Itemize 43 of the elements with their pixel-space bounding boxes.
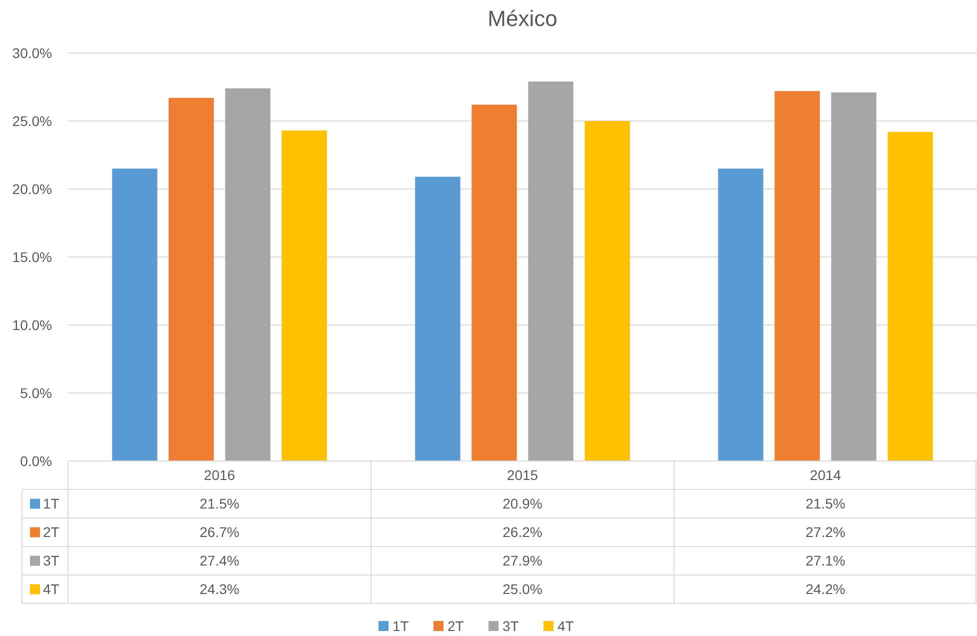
legend-label: 2T — [43, 524, 60, 540]
text: 4T — [43, 581, 60, 598]
data-label: 25.0% — [502, 581, 542, 598]
bar — [831, 92, 876, 461]
bar — [472, 104, 517, 461]
data-label: 26.2% — [502, 524, 542, 540]
bar — [415, 176, 460, 461]
y-tick-label: 15.0% — [12, 248, 52, 265]
chart-title: México — [488, 6, 558, 31]
legend-label: 4T — [558, 618, 574, 634]
bar — [282, 130, 327, 461]
data-label: 20.9% — [502, 496, 542, 512]
bar — [168, 98, 214, 461]
bar — [225, 88, 270, 461]
text: 1T — [392, 618, 409, 634]
y-tick-label: 30.0% — [12, 44, 52, 61]
x-tick-label: 2015 — [506, 467, 538, 484]
data-label: 27.2% — [806, 524, 846, 540]
bar — [112, 168, 158, 461]
text: 3T — [43, 552, 60, 569]
data-label: 21.5% — [200, 496, 240, 512]
y-tick-label: 5.0% — [20, 384, 52, 401]
legend-label: 1T — [43, 496, 60, 512]
bar — [584, 121, 630, 461]
x-tick-label: 2016 — [204, 467, 236, 484]
bar — [528, 82, 574, 461]
data-label: 27.9% — [502, 552, 542, 569]
text: 2T — [448, 618, 464, 634]
bar — [718, 168, 764, 461]
data-label: 27.1% — [806, 552, 846, 569]
y-tick-label: 10.0% — [12, 316, 52, 333]
data-label: 24.2% — [806, 581, 846, 598]
bar — [774, 91, 820, 461]
y-tick-label: 20.0% — [12, 180, 52, 197]
legend-label: 3T — [502, 618, 520, 634]
data-label: 24.3% — [200, 581, 240, 598]
data-label: 26.7% — [200, 524, 240, 540]
bar — [888, 132, 933, 461]
x-tick-label: 2014 — [810, 467, 842, 484]
y-tick-label: 0.0% — [20, 452, 52, 469]
y-tick-label: 25.0% — [12, 112, 52, 129]
data-label: 21.5% — [806, 496, 846, 512]
data-label: 27.4% — [200, 552, 240, 569]
